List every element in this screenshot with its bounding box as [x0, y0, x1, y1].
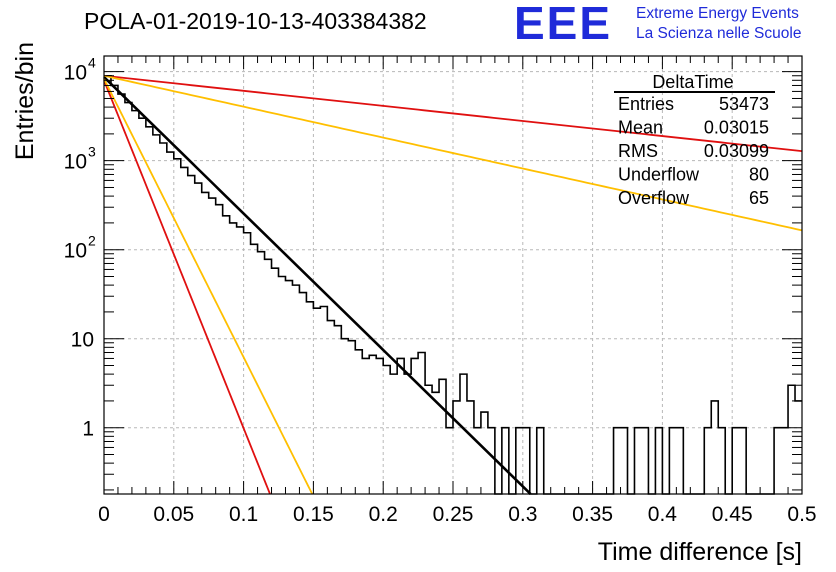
- stats-label: Overflow: [618, 188, 690, 208]
- fit-curve-1: [103, 79, 271, 495]
- stats-label: Mean: [618, 118, 663, 138]
- stats-label: Underflow: [618, 165, 700, 185]
- stats-box: DeltaTime Entries 53473 Mean 0.03015 RMS 0.03…: [614, 72, 775, 208]
- x-tick-label: 0.15: [293, 503, 334, 526]
- logo-line2: La Scienza nelle Scuole: [636, 25, 802, 42]
- fit-curve-3: [103, 78, 314, 495]
- y-tick-exponent: 2: [88, 233, 96, 249]
- x-tick-label: 0.35: [572, 503, 613, 526]
- y-tick-label: 10: [64, 240, 87, 263]
- stats-label: Entries: [618, 94, 674, 114]
- histogram: [104, 74, 802, 495]
- y-tick-label: 10: [64, 62, 87, 85]
- fit-curve-2: [103, 74, 803, 153]
- x-tick-label: 0.45: [712, 503, 753, 526]
- stats-value: 53473: [719, 94, 769, 114]
- stats-value: 65: [749, 188, 769, 208]
- x-tick-label: 0.05: [153, 503, 194, 526]
- stats-rows: Entries 53473 Mean 0.03015 RMS 0.03099Underfl…: [618, 94, 769, 208]
- stats-value: 80: [749, 165, 769, 185]
- stats-label: RMS: [618, 141, 658, 161]
- stats-value: 0.03015: [704, 118, 769, 138]
- histogram-outline: [104, 74, 802, 495]
- logo-mark: EEE: [514, 0, 613, 49]
- page-title: POLA-01-2019-10-13-403384382: [84, 8, 427, 34]
- fit-curves: [103, 74, 803, 495]
- logo-line1: Extreme Energy Events: [636, 5, 799, 22]
- x-tick-label: 0.4: [648, 503, 678, 526]
- fit-curve-4: [103, 74, 803, 232]
- axes: 0 0.05 0.1 0.15 0.2 0.25 0.3 0.35 0.4 0.45 0.5 1 10 1…: [64, 55, 817, 526]
- y-axis-label: Entries/bin: [11, 42, 39, 160]
- fit-curve-0: [103, 76, 532, 495]
- x-axis-label: Time difference [s]: [598, 538, 802, 566]
- stats-title: DeltaTime: [652, 72, 733, 92]
- plot-frame: [103, 55, 803, 495]
- x-tick-label: 0.2: [369, 503, 398, 526]
- x-tick-label: 0: [98, 503, 110, 526]
- stats-value: 0.03099: [704, 141, 769, 161]
- y-tick-label: 10: [64, 151, 87, 174]
- x-tick-label: 0.25: [433, 503, 474, 526]
- x-tick-label: 0.5: [787, 503, 816, 526]
- y-tick-label: 10: [71, 329, 94, 352]
- x-tick-label: 0.3: [508, 503, 537, 526]
- x-tick-label: 0.1: [229, 503, 258, 526]
- y-tick-exponent: 4: [88, 55, 96, 71]
- y-tick-exponent: 3: [88, 144, 96, 160]
- y-tick-label: 1: [82, 418, 94, 441]
